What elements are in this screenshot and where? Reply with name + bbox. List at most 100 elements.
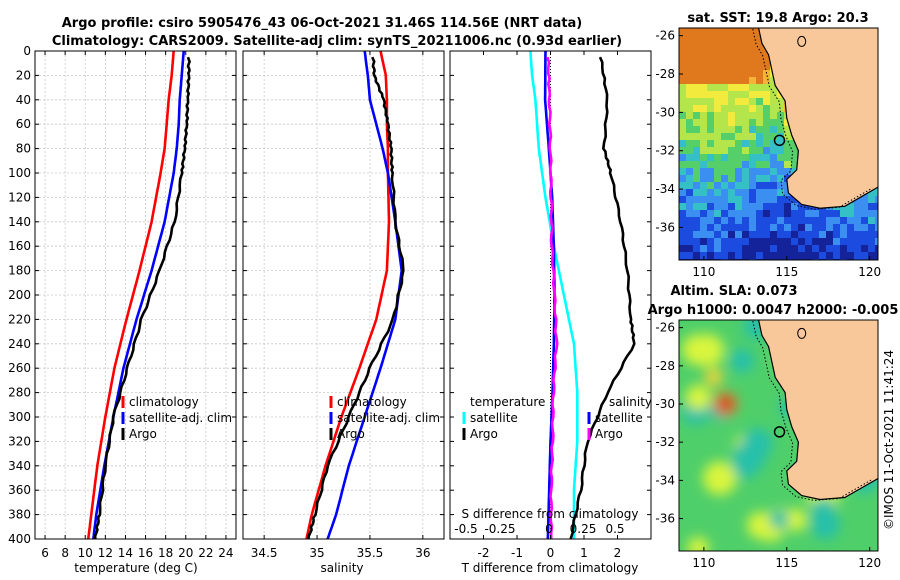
sst-cell	[721, 35, 729, 43]
sst-cell	[728, 161, 736, 169]
sst-cell	[707, 28, 715, 36]
sst-cell	[735, 217, 743, 225]
sst-cell	[714, 196, 722, 204]
series-line-s-argo-clim	[546, 56, 559, 539]
sst-cell	[707, 49, 715, 57]
sst-cell	[728, 63, 736, 71]
y-tick-label: 200	[8, 288, 31, 302]
sst-cell	[833, 252, 841, 260]
sst-cell	[728, 119, 736, 127]
sst-cell	[714, 224, 722, 232]
series-line-t-satellite-clim	[529, 51, 579, 539]
sst-cell	[854, 252, 862, 260]
sst-cell	[714, 105, 722, 113]
sst-cell	[693, 49, 701, 57]
sst-cell	[679, 28, 687, 36]
sst-cell	[812, 252, 820, 260]
sst-cell	[707, 175, 715, 183]
sst-cell	[798, 217, 806, 225]
sst-cell	[826, 231, 834, 239]
sst-cell	[728, 133, 736, 141]
sst-cell	[756, 84, 764, 92]
sst-cell	[735, 112, 743, 120]
sst-cell	[749, 133, 757, 141]
sst-cell	[763, 140, 771, 148]
legend-label-s-satellite: satellite	[595, 411, 643, 425]
sla-warm-core	[719, 398, 732, 410]
sst-cell	[721, 161, 729, 169]
sst-cell	[714, 63, 722, 71]
sst-cell	[700, 238, 708, 246]
sst-cell	[854, 231, 862, 239]
sst-cell	[763, 147, 771, 155]
sst-cell	[735, 84, 743, 92]
sst-cell	[728, 140, 736, 148]
sst-cell	[707, 77, 715, 85]
y-tick-label: 0	[23, 44, 31, 58]
sst-cell	[819, 238, 827, 246]
sst-cell	[714, 245, 722, 253]
sst-cell	[735, 133, 743, 141]
sst-cell	[770, 217, 778, 225]
sst-cell	[721, 168, 729, 176]
y-tick-label: 240	[8, 337, 31, 351]
sst-cell	[784, 126, 792, 134]
sst-cell	[749, 49, 757, 57]
sst-cell	[770, 84, 778, 92]
sst-cell	[700, 63, 708, 71]
map-y-tick-label: -34	[655, 473, 675, 487]
sst-cell	[721, 196, 729, 204]
sst-cell	[714, 182, 722, 190]
sst-cell	[679, 245, 687, 253]
sst-cell	[700, 154, 708, 162]
sst-cell	[714, 161, 722, 169]
sst-cell	[833, 217, 841, 225]
sst-cell	[700, 84, 708, 92]
sst-cell	[721, 77, 729, 85]
sst-cell	[693, 245, 701, 253]
sst-cell	[721, 210, 729, 218]
sst-cell	[798, 238, 806, 246]
sst-cell	[700, 210, 708, 218]
sst-cell	[707, 56, 715, 64]
sst-cell	[791, 161, 799, 169]
sst-cell	[833, 238, 841, 246]
sst-cell	[749, 154, 757, 162]
s-tick-label: 0	[545, 522, 553, 536]
sst-cell	[756, 238, 764, 246]
sst-cell	[763, 112, 771, 120]
sst-cell	[686, 91, 694, 99]
sst-cell	[735, 42, 743, 50]
sst-cell	[735, 119, 743, 127]
sst-cell	[742, 210, 750, 218]
sst-cell	[756, 91, 764, 99]
sst-cell	[742, 245, 750, 253]
sst-cell	[756, 77, 764, 85]
sst-cell	[700, 140, 708, 148]
sst-cell	[749, 77, 757, 85]
land	[758, 320, 878, 500]
sst-cell	[777, 231, 785, 239]
sst-cell	[693, 154, 701, 162]
sst-cell	[763, 196, 771, 204]
sst-cell	[686, 175, 694, 183]
sst-cell	[707, 35, 715, 43]
sst-cell	[756, 154, 764, 162]
temperature-panel: 6 8 10 12 14 16 18 20 22 240204060801001201401601…	[8, 44, 237, 560]
sst-cell	[742, 84, 750, 92]
sst-cell	[735, 182, 743, 190]
sst-cell	[791, 231, 799, 239]
sst-cell	[700, 112, 708, 120]
sst-cell	[868, 196, 876, 204]
sst-cell	[742, 189, 750, 197]
map-y-tick-label: -36	[655, 512, 675, 526]
sst-cell	[854, 210, 862, 218]
x-tick-label: 8	[61, 546, 69, 560]
legend-label-t-argo: Argo	[470, 427, 498, 441]
sst-cell	[721, 252, 729, 260]
sst-cell	[728, 84, 736, 92]
sst-cell	[693, 196, 701, 204]
sst-cell	[742, 56, 750, 64]
sst-cell	[770, 175, 778, 183]
